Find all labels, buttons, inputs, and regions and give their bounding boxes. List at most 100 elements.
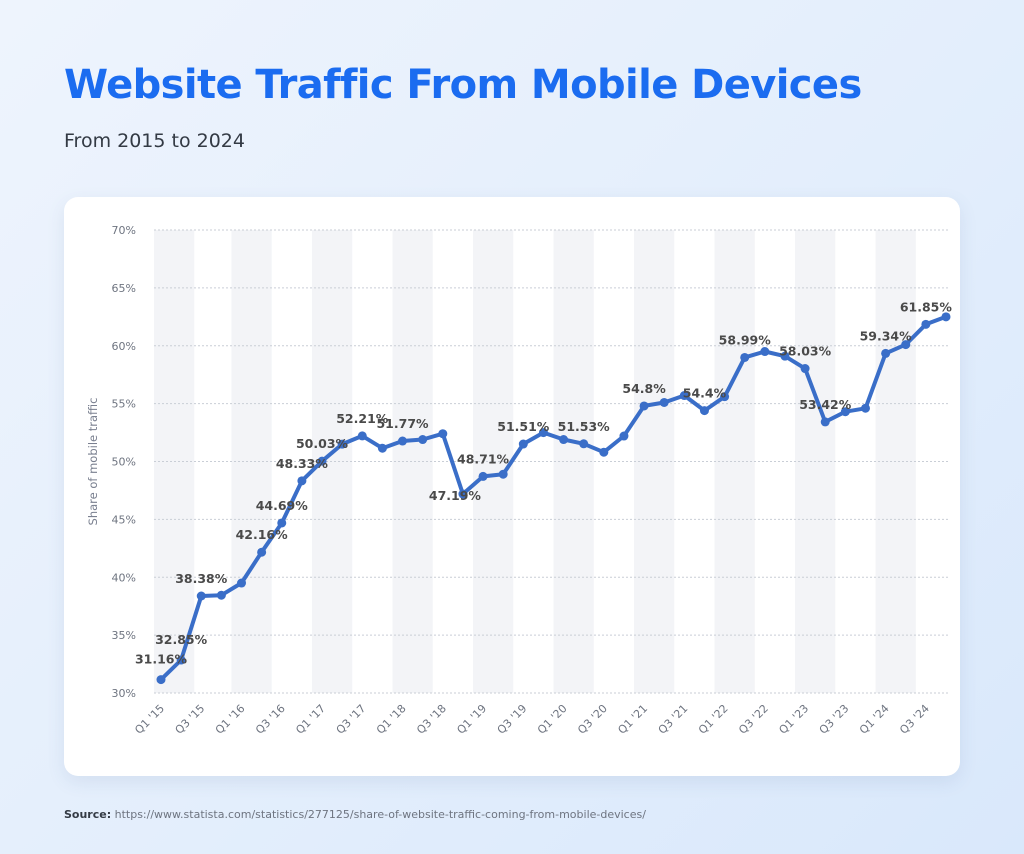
data-point	[357, 431, 367, 441]
y-tick-label: 45%	[112, 513, 136, 526]
x-tick-label: Q3 '19	[495, 702, 530, 737]
data-point	[780, 351, 790, 361]
data-point	[398, 436, 408, 446]
y-axis-label: Share of mobile traffic	[86, 398, 100, 526]
gridlines	[154, 229, 949, 694]
data-point	[820, 417, 830, 427]
x-tick-label: Q1 '16	[213, 702, 248, 737]
data-point	[881, 348, 891, 358]
data-point	[297, 476, 307, 486]
x-tick-label: Q3 '20	[575, 702, 610, 737]
data-point	[418, 435, 428, 445]
data-point	[538, 428, 548, 438]
data-point	[860, 403, 870, 413]
data-point	[216, 590, 226, 600]
x-tick-label: Q3 '18	[414, 702, 449, 737]
y-tick-label: 60%	[112, 340, 136, 353]
data-point	[257, 547, 267, 557]
x-tick-label: Q3 '17	[334, 702, 369, 737]
data-point	[337, 439, 347, 449]
chart-card: 30% 35% 40% 45% 50% 55% 60% 65% 70% Share of mob…	[64, 197, 960, 776]
mobile-traffic-line-chart: 30% 35% 40% 45% 50% 55% 60% 65% 70% Share of mob…	[86, 224, 952, 737]
page-subtitle: From 2015 to 2024	[64, 130, 245, 152]
x-tick-label: Q3 '15	[173, 702, 208, 737]
data-label: 48.33%	[276, 456, 329, 471]
y-tick-label: 40%	[112, 571, 136, 584]
x-tick-label: Q1 '15	[132, 702, 167, 737]
data-label: 61.85%	[900, 299, 953, 314]
data-point	[901, 340, 911, 350]
data-label: 50.03%	[296, 436, 349, 451]
data-label: 51.77%	[376, 416, 429, 431]
y-tick-label: 35%	[112, 629, 136, 642]
source-note: Source: https://www.statista.com/statist…	[64, 808, 646, 821]
data-label: 58.99%	[719, 332, 772, 347]
data-labels: 31.16% 32.85% 38.38% 42.16% 44.69% 48.33% 50.0…	[135, 299, 952, 666]
data-point	[639, 401, 649, 411]
data-point	[176, 655, 186, 665]
x-tick-label: Q1 '21	[615, 702, 650, 737]
data-point	[941, 312, 951, 322]
x-tick-label: Q3 '22	[736, 702, 771, 737]
data-point	[498, 469, 508, 479]
data-point	[196, 591, 206, 601]
data-point	[699, 406, 709, 416]
data-label: 44.69%	[256, 498, 309, 513]
data-point	[599, 447, 609, 457]
data-label: 51.53%	[558, 419, 611, 434]
source-label: Source:	[64, 808, 112, 821]
page-title: Website Traffic From Mobile Devices	[64, 62, 862, 108]
data-label: 51.51%	[497, 419, 550, 434]
data-label: 38.38%	[175, 571, 228, 586]
data-point	[800, 364, 810, 374]
data-points	[156, 312, 951, 685]
y-tick-label: 55%	[112, 398, 136, 411]
y-tick-label: 50%	[112, 456, 136, 469]
data-label: 52.21%	[336, 411, 389, 426]
data-point	[559, 435, 569, 445]
data-point	[619, 431, 629, 441]
y-axis-ticks: 30% 35% 40% 45% 50% 55% 60% 65% 70%	[112, 224, 136, 700]
data-label: 54.8%	[622, 381, 666, 396]
data-point	[438, 429, 448, 439]
data-label: 48.71%	[457, 451, 510, 466]
y-tick-label: 65%	[112, 282, 136, 295]
x-tick-label: Q3 '21	[656, 702, 691, 737]
data-label: 54.4%	[683, 386, 727, 401]
x-tick-label: Q3 '24	[897, 702, 932, 737]
data-point	[156, 675, 166, 685]
data-label: 58.03%	[779, 344, 832, 359]
data-point	[659, 397, 669, 407]
data-point	[317, 456, 327, 466]
data-label: 47.19%	[429, 488, 482, 503]
x-tick-label: Q1 '17	[293, 702, 328, 737]
x-tick-label: Q1 '24	[857, 702, 892, 737]
series-line	[159, 314, 948, 682]
data-point	[720, 392, 730, 402]
data-label: 42.16%	[236, 527, 289, 542]
x-tick-label: Q1 '18	[374, 702, 409, 737]
data-point	[840, 407, 850, 417]
data-label: 31.16%	[135, 652, 188, 667]
data-point	[760, 347, 770, 357]
source-url[interactable]: https://www.statista.com/statistics/2771…	[114, 808, 646, 821]
x-tick-label: Q3 '23	[817, 702, 852, 737]
data-point	[277, 518, 287, 528]
y-tick-label: 70%	[112, 224, 136, 237]
data-label: 32.85%	[155, 632, 208, 647]
x-tick-label: Q1 '23	[776, 702, 811, 737]
data-point	[478, 471, 488, 481]
data-label: 59.34%	[860, 328, 913, 343]
x-tick-label: Q1 '22	[696, 702, 731, 737]
x-axis-ticks: Q1 '15 Q3 '15 Q1 '16 Q3 '16 Q1 '17 Q3 '17 Q1 '…	[132, 702, 932, 737]
y-tick-label: 30%	[112, 687, 136, 700]
data-point	[237, 578, 247, 588]
data-point	[921, 319, 931, 329]
x-tick-label: Q1 '19	[454, 702, 489, 737]
data-point	[579, 439, 589, 449]
data-point	[679, 391, 689, 401]
data-label: 53.42%	[799, 397, 852, 412]
x-tick-label: Q1 '20	[535, 702, 570, 737]
x-tick-label: Q3 '16	[253, 702, 288, 737]
data-point	[740, 352, 750, 362]
